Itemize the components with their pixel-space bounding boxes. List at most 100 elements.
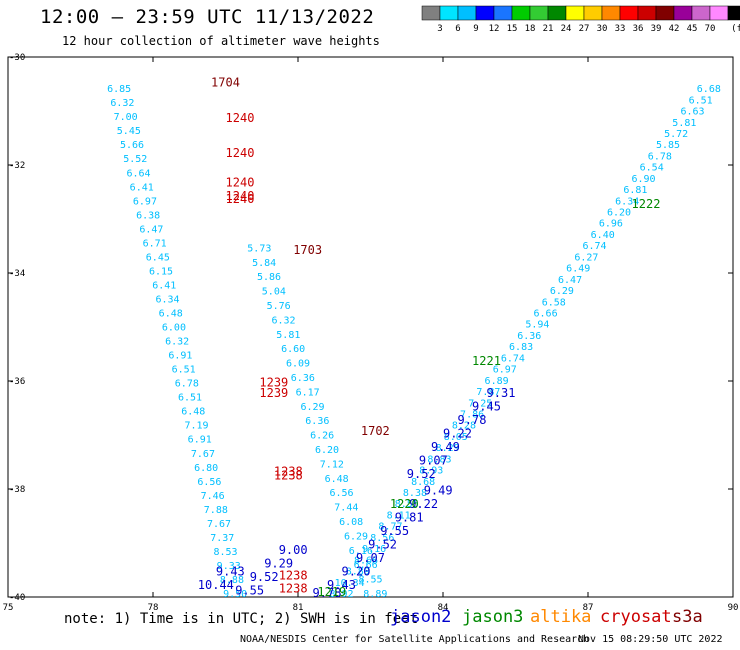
colorbar-tick-label: 39 bbox=[651, 24, 662, 34]
swh-value-label: 6.41 bbox=[152, 280, 176, 291]
swh-value-label: 6.97 bbox=[493, 365, 517, 376]
swh-value-label: 9.33 bbox=[217, 561, 241, 572]
swh-value-label: 6.36 bbox=[291, 373, 315, 384]
colorbar-tick-label: 30 bbox=[597, 24, 608, 34]
swh-value-label: 6.34 bbox=[155, 294, 179, 305]
swh-value-label: 7.00 bbox=[114, 112, 138, 123]
point-label: 9.22 bbox=[409, 497, 438, 511]
swh-value-label: 8.88 bbox=[220, 575, 244, 586]
swh-value-label: 6.49 bbox=[566, 264, 590, 275]
point-label: 10.44 bbox=[198, 578, 234, 592]
swh-value-label: 6.91 bbox=[188, 435, 212, 446]
colorbar-swatch bbox=[475, 5, 495, 21]
point-label: 1240 bbox=[226, 146, 255, 160]
swh-value-label: 6.80 bbox=[194, 463, 218, 474]
colorbar-swatch bbox=[439, 5, 459, 21]
point-label: 1238 bbox=[279, 582, 308, 596]
point-label: 1240 bbox=[226, 176, 255, 190]
point-label: 9.78 bbox=[458, 413, 487, 427]
swh-value-label: 6.60 bbox=[281, 344, 305, 355]
swh-value-label: 6.40 bbox=[591, 230, 615, 241]
swh-value-label: 6.32 bbox=[165, 337, 189, 348]
swh-value-label: 5.84 bbox=[252, 258, 276, 269]
swh-value-label: 6.96 bbox=[599, 219, 623, 230]
swh-value-label: 6.08 bbox=[339, 517, 363, 528]
swh-value-label: 6.47 bbox=[558, 275, 582, 286]
swh-value-label: 6.51 bbox=[178, 393, 202, 404]
swh-value-label: 6.09 bbox=[286, 359, 310, 370]
swh-value-label: 5.86 bbox=[257, 272, 281, 283]
colorbar-tick-label: 24 bbox=[561, 24, 572, 34]
colorbar-swatch bbox=[565, 5, 585, 21]
chart-axes: 75 78 81 84 87 90 -30 -32 -34 -36 -38 -40 bbox=[3, 53, 739, 613]
swh-value-label: 8.56 bbox=[370, 533, 394, 544]
swh-value-label: 7.19 bbox=[184, 421, 208, 432]
plot-frame bbox=[7, 56, 734, 598]
swh-value-label: 6.47 bbox=[139, 224, 163, 235]
colorbar-swatch bbox=[673, 5, 693, 21]
swh-value-label: 7.88 bbox=[204, 505, 228, 516]
swh-value-label: 6.38 bbox=[136, 210, 160, 221]
swh-value-label: 6.29 bbox=[300, 402, 324, 413]
swh-value-label: 6.56 bbox=[197, 477, 221, 488]
swh-value-label: 6.91 bbox=[168, 351, 192, 362]
legend-altika: altika bbox=[530, 607, 592, 627]
footer-credit: NOAA/NESDIS Center for Satellite Applica… bbox=[240, 634, 590, 645]
colorbar-tick-label: 45 bbox=[687, 24, 698, 34]
colorbar-tick-label: 15 bbox=[507, 24, 518, 34]
point-label: 1239 bbox=[259, 386, 288, 400]
point-label: 9.52 bbox=[368, 537, 397, 551]
swh-value-label: 8.68 bbox=[411, 477, 435, 488]
swh-value-label: 5.72 bbox=[664, 129, 688, 140]
point-label: 9.07 bbox=[419, 454, 448, 468]
swh-value-label: 6.26 bbox=[310, 431, 334, 442]
swh-value-label: 8.11 bbox=[387, 510, 411, 521]
swh-value-label: 7.25 bbox=[468, 398, 492, 409]
swh-value-label: 6.15 bbox=[149, 266, 173, 277]
swh-value-label: 6.29 bbox=[344, 531, 368, 542]
y-tick-label: -38 bbox=[9, 485, 25, 495]
swh-value-label: 6.17 bbox=[296, 387, 320, 398]
chart-subtitle: 12 hour collection of altimeter wave hei… bbox=[62, 34, 380, 48]
point-label: 9.49 bbox=[431, 440, 460, 454]
swh-value-label: 6.20 bbox=[315, 445, 339, 456]
point-label: 1703 bbox=[293, 243, 322, 257]
swh-value-label: 9.16 bbox=[362, 544, 386, 555]
swh-value-label: 6.48 bbox=[181, 407, 205, 418]
swh-value-label: 7.46 bbox=[201, 491, 225, 502]
swh-value-label: 7.87 bbox=[476, 387, 500, 398]
swh-value-label: 6.74 bbox=[583, 241, 607, 252]
colorbar-swatch bbox=[709, 5, 729, 21]
colorbar-swatch bbox=[691, 5, 711, 21]
point-label: 1240 bbox=[226, 192, 255, 206]
x-tick-label: 78 bbox=[148, 603, 159, 613]
swh-value-label: 8.53 bbox=[213, 547, 237, 558]
colorbar-tick-label: 6 bbox=[455, 24, 460, 34]
point-label: 1240 bbox=[226, 189, 255, 203]
point-label: 9.43 bbox=[216, 564, 245, 578]
swh-value-label: 6.32 bbox=[271, 315, 295, 326]
swh-value-label: 7.67 bbox=[207, 519, 231, 530]
swh-value-label: 6.00 bbox=[162, 323, 186, 334]
footer-timestamp: Nov 15 08:29:50 UTC 2022 bbox=[578, 634, 723, 645]
swh-value-label: 5.66 bbox=[120, 140, 144, 151]
swh-value-label: 7.86 bbox=[460, 409, 484, 420]
swh-value-label: 7.12 bbox=[320, 459, 344, 470]
x-tick-label: 87 bbox=[583, 603, 594, 613]
x-tick-label: 75 bbox=[3, 603, 14, 613]
point-label: 1702 bbox=[361, 424, 390, 438]
legend-jason3: jason3 bbox=[462, 607, 524, 627]
swh-value-label: 5.45 bbox=[117, 126, 141, 137]
swh-value-label: 6.90 bbox=[631, 174, 655, 185]
colorbar-swatch bbox=[637, 5, 657, 21]
chart-title: 12:00 – 23:59 UTC 11/13/2022 bbox=[40, 6, 375, 28]
swh-value-label: 6.48 bbox=[159, 309, 183, 320]
point-label: 9.78 bbox=[313, 586, 342, 600]
swh-value-label: 9.50 bbox=[223, 589, 247, 600]
swh-value-label: 6.78 bbox=[175, 379, 199, 390]
swh-value-label: 5.85 bbox=[656, 140, 680, 151]
colorbar-swatch bbox=[457, 5, 477, 21]
swh-value-label: 6.74 bbox=[501, 353, 525, 364]
